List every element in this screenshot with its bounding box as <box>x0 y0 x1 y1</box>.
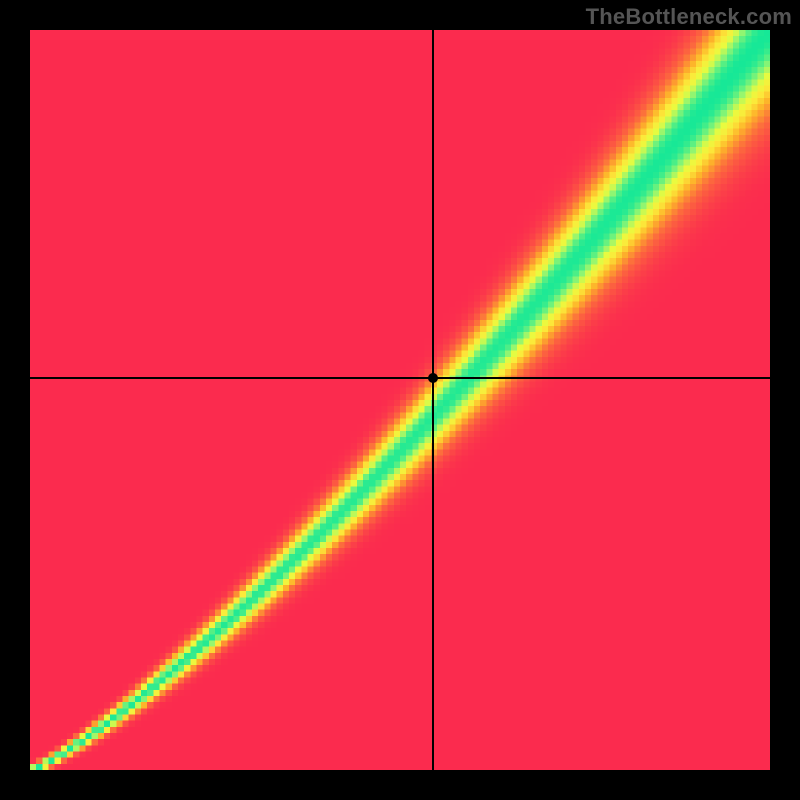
heatmap-canvas <box>30 30 770 770</box>
crosshair-vertical <box>432 30 434 770</box>
heatmap-plot <box>30 30 770 770</box>
chart-container: TheBottleneck.com <box>0 0 800 800</box>
crosshair-marker <box>427 372 439 384</box>
attribution-text: TheBottleneck.com <box>586 4 792 30</box>
crosshair-horizontal <box>30 377 770 379</box>
